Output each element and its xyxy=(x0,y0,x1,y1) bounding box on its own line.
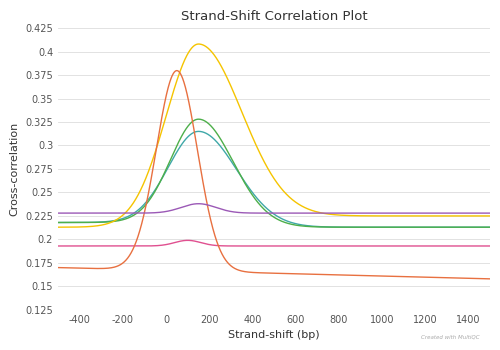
X-axis label: Strand-shift (bp): Strand-shift (bp) xyxy=(228,330,320,340)
Y-axis label: Cross-correlation: Cross-correlation xyxy=(10,122,20,216)
Title: Strand-Shift Correlation Plot: Strand-Shift Correlation Plot xyxy=(181,10,368,23)
Text: Created with MultiQC: Created with MultiQC xyxy=(422,335,480,339)
